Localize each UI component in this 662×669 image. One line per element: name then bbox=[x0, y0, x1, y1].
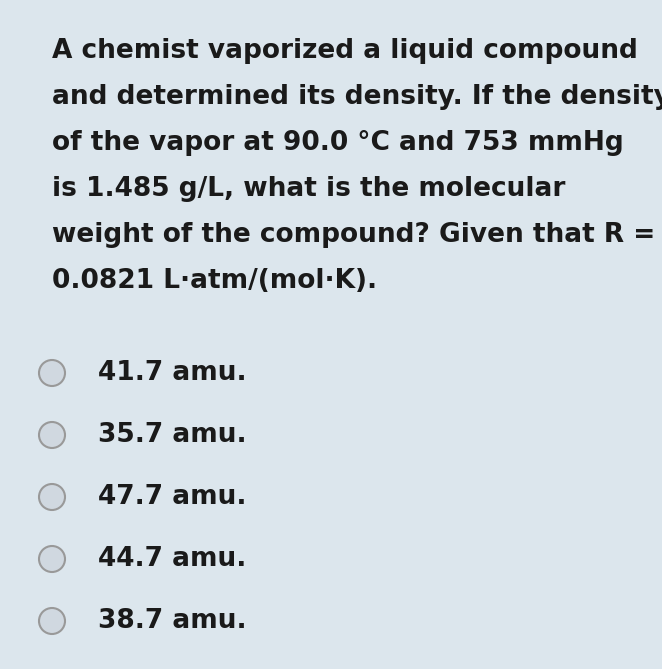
Circle shape bbox=[39, 484, 65, 510]
Circle shape bbox=[39, 546, 65, 572]
Circle shape bbox=[39, 360, 65, 386]
Text: 35.7 amu.: 35.7 amu. bbox=[98, 422, 247, 448]
Circle shape bbox=[39, 608, 65, 634]
Text: 38.7 amu.: 38.7 amu. bbox=[98, 608, 247, 634]
Text: 0.0821 L·atm/(mol·K).: 0.0821 L·atm/(mol·K). bbox=[52, 268, 377, 294]
Circle shape bbox=[39, 422, 65, 448]
Text: A chemist vaporized a liquid compound: A chemist vaporized a liquid compound bbox=[52, 38, 638, 64]
Text: and determined its density. If the density: and determined its density. If the densi… bbox=[52, 84, 662, 110]
Text: is 1.485 g/L, what is the molecular: is 1.485 g/L, what is the molecular bbox=[52, 176, 565, 202]
Text: weight of the compound? Given that R =: weight of the compound? Given that R = bbox=[52, 222, 655, 248]
Text: 41.7 amu.: 41.7 amu. bbox=[98, 360, 247, 386]
Text: 47.7 amu.: 47.7 amu. bbox=[98, 484, 246, 510]
Text: 44.7 amu.: 44.7 amu. bbox=[98, 546, 246, 572]
Text: of the vapor at 90.0 °C and 753 mmHg: of the vapor at 90.0 °C and 753 mmHg bbox=[52, 130, 624, 156]
